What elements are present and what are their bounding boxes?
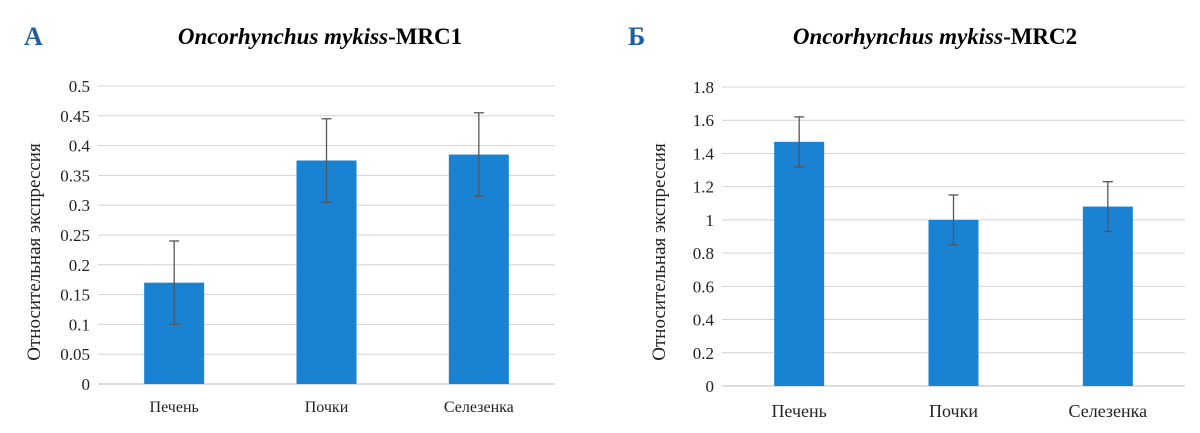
panel-a-y-tick-label: 0.4 — [69, 137, 91, 156]
panel-a-title: Oncorhynchus mykiss-MRC1 — [150, 24, 490, 50]
panel-b-y-tick-label: 1.6 — [693, 111, 714, 130]
panel-a-x-category-label: Селезенка — [444, 399, 514, 416]
panel-b-letter: Б — [628, 22, 646, 51]
panel-a-y-tick-label: 0.1 — [69, 315, 90, 334]
panel-a-y-tick-label: 0.05 — [60, 345, 90, 364]
panel-b-bar — [774, 141, 825, 386]
panel-a-chart: 0 0.05 0.1 0.15 0.2 0.25 0.3 0.35 0.4 0.45 0.5 Пече… — [60, 77, 555, 416]
panel-b-y-tick-label: 0 — [706, 377, 715, 396]
panel-b-bar — [928, 219, 979, 386]
panel-a-y-tick-label: 0.25 — [60, 226, 90, 245]
panel-a-y-tick-label: 0.5 — [69, 77, 90, 96]
panel-a-title-gene: -MRC1 — [388, 24, 463, 49]
panel-a-letter: А — [24, 22, 43, 51]
panel-a-x-category-label: Почки — [305, 399, 349, 416]
panel-b-y-tick-label: 0.8 — [693, 244, 714, 263]
panel-b-x-category-label: Почки — [929, 401, 978, 421]
panel-a-y-tick-label: 0.35 — [60, 166, 90, 185]
panel-b-chart: 0 0.2 0.4 0.6 0.8 1 1.2 1.4 1.6 1.8 Печень Почки Сел… — [693, 78, 1185, 421]
panel-b-y-tick-label: 0.2 — [693, 344, 714, 363]
panel-b-title-gene: -MRC2 — [1003, 24, 1078, 49]
panel-b-y-tick-label: 1.4 — [693, 144, 715, 163]
panel-a-y-tick-label: 0.45 — [60, 107, 90, 126]
panel-a-x-category-label: Печень — [150, 399, 199, 416]
panel-b-y-tick-label: 1.2 — [693, 178, 714, 197]
panel-b-y-tick-label: 1.8 — [693, 78, 714, 97]
panel-a-title-species: Oncorhynchus mykiss — [177, 24, 389, 49]
panel-a-y-tick-label: 0.15 — [60, 286, 90, 305]
panel-b-bar — [1082, 206, 1133, 386]
panel-a-y-tick-label: 0.3 — [69, 196, 90, 215]
panel-b-title: Oncorhynchus mykiss-MRC2 — [765, 24, 1105, 50]
panel-b-x-category-label: Селезенка — [1069, 401, 1148, 421]
panel-b-x-category-label: Печень — [771, 401, 826, 421]
panel-b-title-species: Oncorhynchus mykiss — [792, 24, 1004, 49]
panel-a-y-tick-label: 0.2 — [69, 256, 90, 275]
panel-b-y-tick-label: 0.6 — [693, 277, 714, 296]
panel-a-y-tick-label: 0 — [82, 375, 91, 394]
panel-b-y-tick-label: 1 — [706, 211, 715, 230]
panel-b-y-tick-label: 0.4 — [693, 311, 715, 330]
